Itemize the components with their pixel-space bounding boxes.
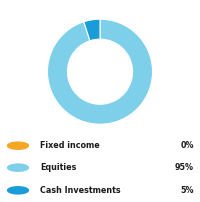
Text: Cash Investments: Cash Investments [40, 186, 121, 195]
Text: 5%: 5% [180, 186, 194, 195]
Circle shape [8, 142, 28, 149]
Text: 0%: 0% [180, 141, 194, 150]
Text: Fixed income: Fixed income [40, 141, 100, 150]
Wedge shape [84, 19, 100, 41]
Circle shape [8, 164, 28, 171]
Text: Equities: Equities [40, 163, 76, 172]
Text: 95%: 95% [175, 163, 194, 172]
Wedge shape [47, 19, 153, 124]
Circle shape [8, 187, 28, 194]
